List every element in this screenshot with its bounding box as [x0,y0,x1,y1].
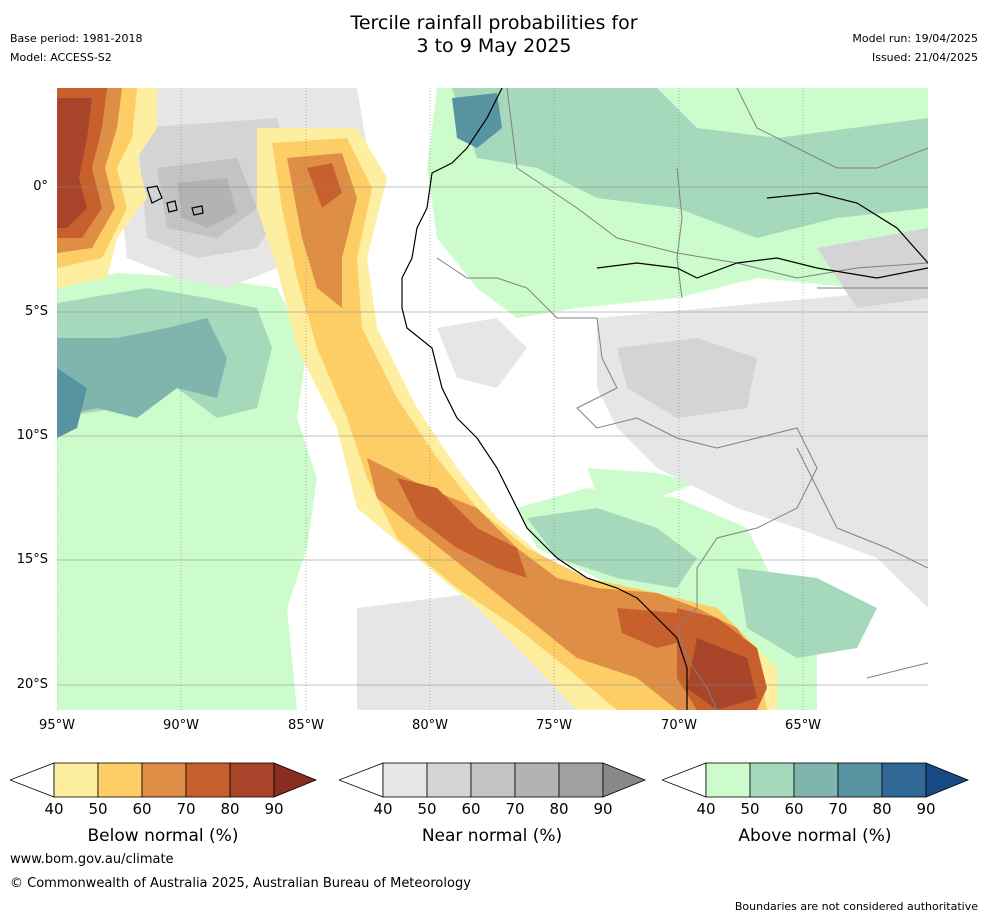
lon-label-85w: 85°W [288,718,324,733]
below-tick-40: 40 [44,800,64,818]
above-tick-50: 50 [740,800,760,818]
lat-label-20s: 20°S [16,677,48,692]
above-tick-60: 60 [784,800,804,818]
near-tick-60: 60 [461,800,481,818]
above-tick-80: 80 [872,800,892,818]
website-text: www.bom.gov.au/climate [10,852,174,867]
lon-label-75w: 75°W [536,718,572,733]
title-line-1: Tercile rainfall probabilities for [350,12,638,34]
disclaimer-text: Boundaries are not considered authoritat… [734,900,978,913]
lon-label-80w: 80°W [412,718,448,733]
near-tick-50: 50 [417,800,437,818]
title-line-2: 3 to 9 May 2025 [416,35,572,57]
above-tick-90: 90 [916,800,936,818]
lon-label-70w: 70°W [661,718,697,733]
colorbar-near-title: Near normal (%) [421,826,563,846]
copyright-text: © Commonwealth of Australia 2025, Austra… [10,876,471,891]
colorbar-near-normal [339,762,647,798]
probability-map [57,88,928,710]
near-tick-90: 90 [593,800,613,818]
lat-label-10s: 10°S [16,428,48,443]
issued-text: Issued: 21/04/2025 [871,51,978,64]
colorbar-above-title: Above normal (%) [738,826,892,846]
colorbar-below-title: Below normal (%) [87,826,239,846]
colorbar-above-normal [662,762,970,798]
below-tick-70: 70 [176,800,196,818]
lon-label-90w: 90°W [163,718,199,733]
below-tick-80: 80 [220,800,240,818]
base-period-text: Base period: 1981-2018 [10,32,143,45]
lat-label-0: 0° [33,179,48,194]
model-run-text: Model run: 19/04/2025 [852,32,978,45]
map-title: Tercile rainfall probabilities for 3 to … [0,12,988,58]
colorbar-below-normal [10,762,318,798]
below-tick-60: 60 [132,800,152,818]
near-tick-40: 40 [373,800,393,818]
near-tick-70: 70 [505,800,525,818]
model-text: Model: ACCESS-S2 [10,51,112,64]
lon-label-65w: 65°W [785,718,821,733]
country-borders [436,88,928,710]
below-tick-90: 90 [264,800,284,818]
near-tick-80: 80 [549,800,569,818]
lat-label-5s: 5°S [24,304,48,319]
below-tick-50: 50 [88,800,108,818]
below-normal-regions [57,88,777,710]
above-tick-40: 40 [696,800,716,818]
coastlines [146,88,928,710]
graticule [57,88,928,710]
lat-label-15s: 15°S [16,552,48,567]
lon-label-95w: 95°W [39,718,75,733]
above-tick-70: 70 [828,800,848,818]
